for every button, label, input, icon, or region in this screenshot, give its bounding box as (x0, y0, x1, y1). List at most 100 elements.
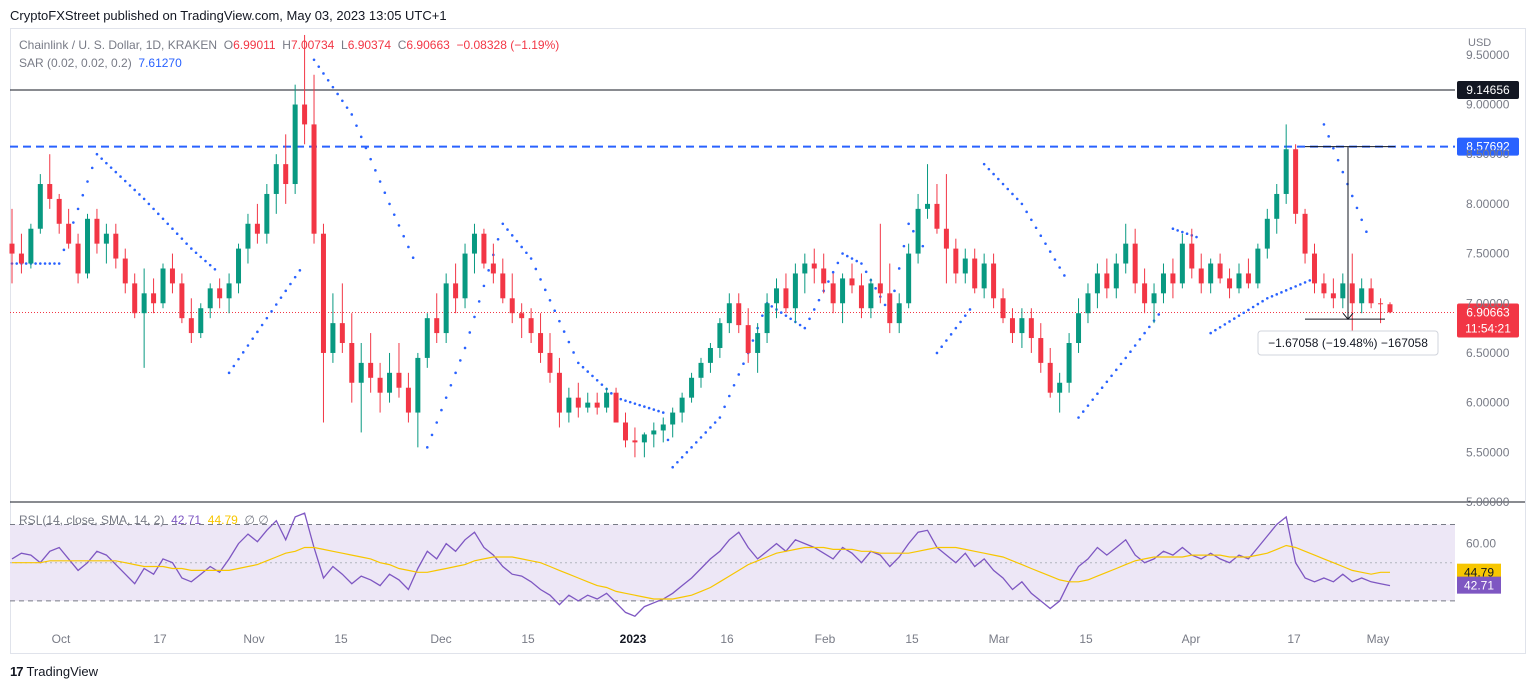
candle (519, 303, 525, 339)
sar-dot (388, 202, 391, 206)
candle-body (1302, 213, 1308, 254)
sar-dot (581, 365, 585, 369)
candle (811, 248, 817, 284)
sar-dot (1114, 368, 1118, 372)
sar-dot (883, 303, 887, 307)
level-price-tag (1457, 80, 1519, 99)
candle-body (1189, 243, 1195, 269)
sar-dot (392, 213, 396, 216)
candle-body (1293, 149, 1299, 214)
sar-dot (326, 79, 330, 82)
low-label: L (341, 38, 348, 52)
candle-body (792, 273, 798, 309)
sar-dot (119, 175, 122, 178)
candle-body (254, 223, 260, 234)
sar-dot (322, 72, 325, 75)
rsi-label: RSI (14, close, SMA, 14, 2) (19, 513, 165, 527)
candle (594, 392, 600, 415)
sar-dot (1096, 392, 1099, 395)
sar-dot (770, 305, 774, 308)
candle (830, 273, 836, 314)
sar-dot (510, 234, 514, 237)
candle (1368, 278, 1374, 309)
candle (887, 263, 893, 334)
candle (1104, 258, 1110, 299)
x-tick-label: 2023 (620, 632, 647, 646)
sar-dot (180, 237, 184, 240)
sar-dot (378, 180, 382, 183)
candle-body (962, 258, 968, 274)
sar-dot (1242, 311, 1246, 315)
sar-dot (1058, 266, 1061, 269)
sar-dot (591, 374, 594, 378)
level-price-label: 8.57692 (1466, 140, 1510, 154)
candle-body (1094, 273, 1100, 294)
candle (18, 233, 24, 274)
candle (962, 248, 968, 284)
sar-dot (133, 188, 136, 192)
sar-dot (529, 257, 533, 260)
candle-body (1359, 288, 1365, 304)
sar-dot (95, 152, 99, 156)
candle-body (1321, 283, 1327, 294)
candle-body (245, 223, 251, 249)
candle (122, 248, 128, 294)
sar-dot (728, 394, 731, 398)
candle-body (1368, 288, 1374, 304)
candle-body (28, 228, 34, 264)
sar-dot (43, 262, 47, 265)
price-tick-label: 5.50000 (1466, 445, 1510, 459)
candle-body (689, 377, 695, 398)
candle-body (594, 402, 600, 408)
candle-body (1170, 273, 1176, 284)
sar-dot (34, 262, 37, 265)
candle (188, 298, 194, 344)
sar-dot (1105, 380, 1109, 384)
candle-body (207, 288, 213, 309)
candle (774, 278, 780, 319)
candle (85, 213, 91, 279)
candle (1198, 253, 1204, 294)
candle-body (934, 203, 940, 229)
candle (1066, 333, 1072, 393)
candle-body (330, 323, 336, 353)
candle-body (292, 104, 298, 185)
candle (991, 253, 997, 309)
candle (679, 392, 685, 423)
sar-dot (548, 298, 552, 302)
sar-dot (1039, 234, 1043, 237)
candle-body (622, 422, 628, 441)
candle (764, 293, 770, 344)
horizontal-levels: 9.14656 8.57692 6.90663 11:54:21 (10, 80, 1519, 338)
x-tick-label: Feb (815, 632, 836, 646)
sar-dot (558, 319, 561, 323)
sar-dot (39, 262, 42, 265)
candle (1028, 308, 1034, 353)
sar-dot (463, 346, 467, 350)
candle-body (1274, 193, 1280, 219)
sar-dot (468, 331, 472, 334)
candle-body (943, 228, 949, 249)
candle-body (179, 283, 185, 319)
sar-dot (1100, 386, 1104, 390)
candle (443, 273, 449, 344)
sar-dot (1303, 281, 1307, 284)
open-value: 6.99011 (233, 38, 276, 52)
rsi-line (11, 512, 1391, 617)
sar-dot (241, 351, 245, 354)
sar-dot (1129, 350, 1132, 354)
candle (1208, 258, 1214, 294)
candle-body (528, 318, 534, 334)
candle (245, 213, 251, 264)
candle-body (302, 104, 308, 125)
candle (160, 263, 166, 309)
candle (1349, 253, 1355, 334)
sar-dot (359, 135, 363, 139)
measure-box (1257, 330, 1439, 356)
candle (339, 283, 345, 353)
candle-body (122, 258, 128, 284)
candle (538, 313, 544, 363)
sar-dot (496, 237, 500, 241)
